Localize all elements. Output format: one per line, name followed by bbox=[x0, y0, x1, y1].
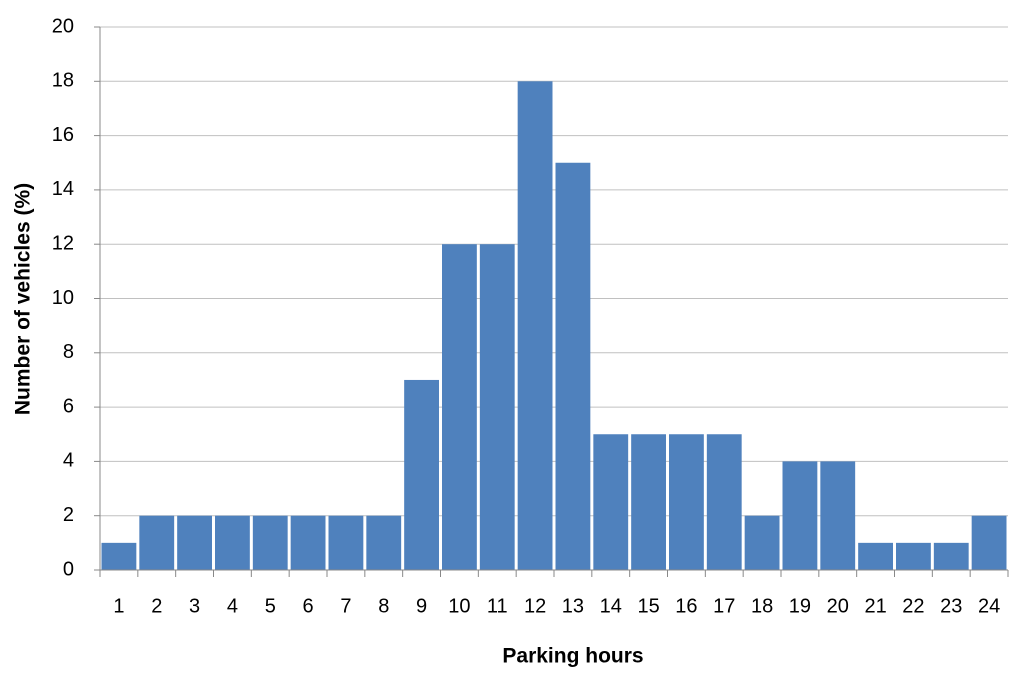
x-tick-label: 22 bbox=[902, 595, 924, 617]
y-tick-label: 16 bbox=[52, 124, 74, 146]
bar bbox=[896, 542, 931, 570]
bar bbox=[328, 515, 364, 570]
x-tick-label: 17 bbox=[713, 595, 735, 617]
y-tick-label: 0 bbox=[63, 558, 74, 580]
x-tick-label: 9 bbox=[416, 595, 427, 617]
bar bbox=[479, 244, 515, 570]
bar bbox=[631, 434, 666, 570]
x-tick-label: 2 bbox=[151, 595, 162, 617]
bar bbox=[517, 81, 553, 571]
x-tick-label: 12 bbox=[524, 595, 546, 617]
x-tick-label: 1 bbox=[113, 595, 124, 617]
bar bbox=[858, 542, 893, 570]
x-tick-label: 4 bbox=[227, 595, 238, 617]
y-tick-label: 6 bbox=[63, 395, 74, 417]
bar bbox=[252, 515, 288, 570]
bar bbox=[593, 434, 629, 570]
y-tick-label: 8 bbox=[63, 341, 74, 363]
bar bbox=[669, 434, 704, 570]
bar bbox=[404, 379, 439, 570]
bar bbox=[139, 515, 175, 570]
bar bbox=[101, 542, 137, 570]
x-axis-title: Parking hours bbox=[502, 645, 643, 668]
bar bbox=[933, 542, 969, 570]
x-tick-label: 16 bbox=[675, 595, 697, 617]
bar bbox=[971, 515, 1007, 570]
y-tick-label: 10 bbox=[52, 287, 74, 309]
bar bbox=[177, 515, 212, 570]
x-tick-label: 10 bbox=[448, 595, 470, 617]
x-tick-label: 5 bbox=[265, 595, 276, 617]
y-tick-label: 20 bbox=[52, 15, 74, 37]
bar bbox=[782, 461, 818, 570]
bar bbox=[290, 515, 326, 570]
bar bbox=[744, 515, 780, 570]
x-tick-label: 19 bbox=[789, 595, 811, 617]
x-tick-label: 20 bbox=[827, 595, 849, 617]
bar bbox=[366, 515, 402, 570]
x-tick-label: 13 bbox=[562, 595, 584, 617]
bar bbox=[706, 434, 742, 570]
bar bbox=[555, 162, 591, 570]
x-tick-label: 3 bbox=[189, 595, 200, 617]
x-tick-label: 6 bbox=[303, 595, 314, 617]
x-tick-label: 18 bbox=[751, 595, 773, 617]
y-tick-label: 2 bbox=[63, 504, 74, 526]
x-tick-label: 15 bbox=[637, 595, 659, 617]
y-tick-label: 12 bbox=[52, 232, 74, 254]
bar bbox=[215, 515, 250, 570]
x-tick-label: 23 bbox=[940, 595, 962, 617]
bar bbox=[442, 244, 477, 570]
y-tick-label: 14 bbox=[52, 178, 74, 200]
y-axis-title: Number of vehicles (%) bbox=[12, 183, 35, 415]
y-tick-label: 18 bbox=[52, 70, 74, 92]
x-tick-label: 14 bbox=[600, 595, 622, 617]
x-tick-label: 24 bbox=[978, 595, 1000, 617]
x-tick-label: 8 bbox=[378, 595, 389, 617]
x-tick-label: 21 bbox=[864, 595, 886, 617]
y-tick-label: 4 bbox=[63, 450, 74, 472]
bar bbox=[820, 461, 856, 570]
x-tick-label: 7 bbox=[340, 595, 351, 617]
x-tick-label: 11 bbox=[487, 595, 508, 617]
